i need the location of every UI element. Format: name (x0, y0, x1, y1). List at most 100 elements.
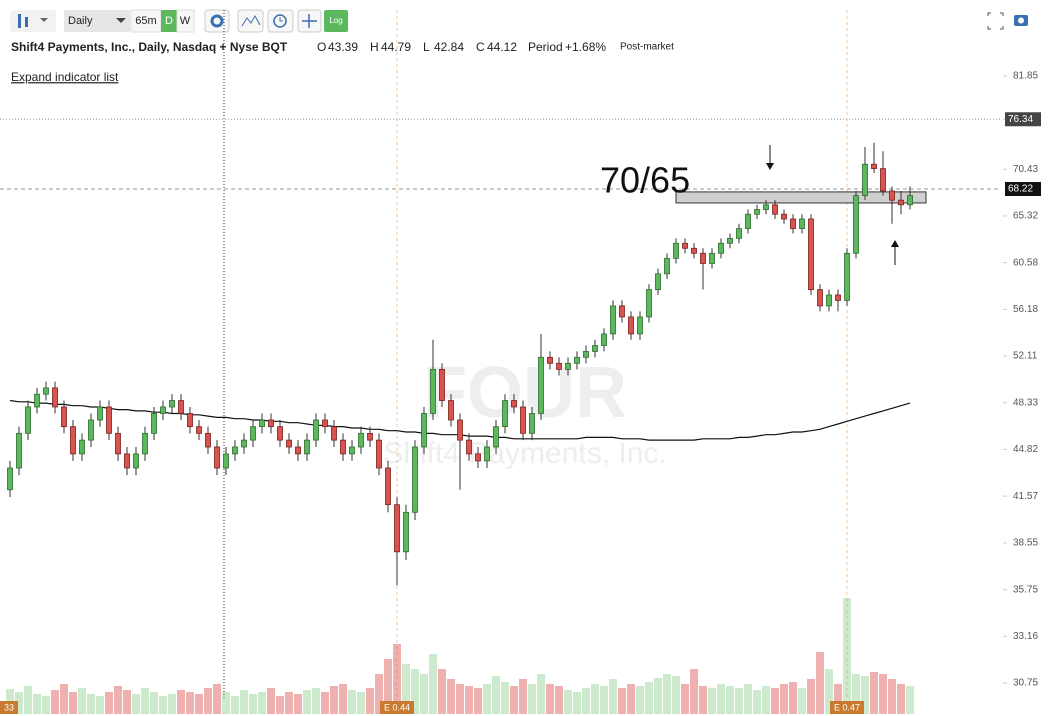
volume-bar (627, 684, 635, 714)
candle-body (853, 195, 859, 254)
earnings-label: E 0.47 (834, 702, 860, 712)
volume-bar (24, 686, 32, 714)
volume-bar (357, 692, 365, 714)
price-tag-label: 76.34 (1008, 114, 1033, 125)
ohlc-value: 43.39 (328, 40, 358, 54)
toolbar: Daily 65m D W Log (10, 9, 1028, 33)
candle-body (466, 439, 472, 455)
candle-body (376, 439, 382, 469)
volume-bar (258, 692, 266, 714)
volume-bar (708, 688, 716, 714)
volume-bar (618, 688, 626, 714)
volume-bar (879, 674, 887, 714)
watermark-name: Shift4 Payments, Inc. (383, 437, 666, 470)
candle-body (844, 252, 850, 301)
volume-bar (177, 690, 185, 714)
y-tick-label: 60.58 (1013, 257, 1038, 268)
annotation-zone (675, 191, 927, 204)
candle-body (655, 273, 661, 291)
candle-body (709, 252, 715, 264)
candle-body (727, 237, 733, 244)
y-tick-label: 81.85 (1013, 71, 1038, 82)
price-tag (1005, 112, 1041, 127)
settings-button[interactable] (204, 9, 230, 33)
volume-bar (312, 688, 320, 714)
candle-body (826, 294, 832, 307)
volume-bar (888, 679, 896, 714)
candle-body (907, 195, 913, 206)
candle-body (7, 467, 13, 491)
candle-body (565, 362, 571, 370)
volume-bar (798, 688, 806, 714)
candle-body (763, 204, 769, 210)
volume-bar (141, 688, 149, 714)
period-button[interactable] (176, 9, 195, 33)
candle-body (673, 242, 679, 259)
candle-body (259, 419, 265, 428)
expand-link[interactable]: Expand indicator list (11, 70, 119, 84)
icon (40, 18, 48, 22)
volume-bar (123, 690, 131, 714)
volume-bar (150, 692, 158, 714)
candle-body (538, 356, 544, 414)
interval-dropdown[interactable] (64, 10, 130, 32)
log-label: Log (329, 16, 342, 25)
crosshair-label: 33 (4, 702, 14, 712)
volume-bar (843, 598, 851, 714)
volume-bar (753, 690, 761, 714)
volume-bar (267, 688, 275, 714)
log-button[interactable] (324, 10, 348, 32)
volume-bar (78, 688, 86, 714)
volume-bar (330, 686, 338, 714)
chart-style-button[interactable] (10, 10, 56, 32)
volume-bar (771, 688, 779, 714)
volume-bar (339, 684, 347, 714)
candle-body (736, 228, 742, 239)
volume-bar (537, 674, 545, 714)
icon (279, 17, 283, 22)
ohlc-legend: O 43.39 H 44.79 L 42.84 C 44.12 (317, 40, 517, 54)
earnings-tag[interactable] (830, 701, 864, 714)
candle-body (322, 419, 328, 428)
price-tag-label: 68.22 (1008, 184, 1033, 195)
candle-body (349, 446, 355, 455)
earnings-tag[interactable] (380, 701, 414, 714)
ohlc-key: O (317, 40, 326, 54)
candle-body (52, 387, 58, 408)
volume-bar (132, 694, 140, 714)
candle-body (790, 218, 796, 229)
candle-body (502, 400, 508, 428)
y-tick-label: 41.57 (1013, 491, 1038, 502)
period-button[interactable] (161, 10, 177, 32)
indicator-button[interactable] (237, 9, 264, 33)
candle-body (664, 257, 670, 275)
candle-body (295, 446, 301, 455)
volume-bar (447, 679, 455, 714)
candle-body (430, 368, 436, 414)
candle-body (808, 218, 814, 291)
candle-body (835, 294, 841, 301)
fullscreen-button[interactable] (987, 12, 1004, 30)
candle-body (862, 163, 868, 196)
earnings-label: E 0.44 (384, 702, 410, 712)
ohlc-key: H (370, 40, 379, 54)
volume-bar (744, 684, 752, 714)
candle-body (871, 163, 877, 170)
candle-body (529, 413, 535, 434)
candle-body (169, 400, 175, 408)
candle-body (646, 289, 652, 318)
period-change: +1.68% (565, 40, 606, 54)
volume-bar (591, 684, 599, 714)
timeframe-label: 65m (135, 15, 156, 27)
candle-body (178, 400, 184, 414)
candle-body (394, 504, 400, 553)
candle-body (214, 446, 220, 469)
candle-body (718, 242, 724, 254)
volume-bar (168, 694, 176, 714)
y-tick-label: 30.75 (1013, 678, 1038, 689)
candle-body (25, 406, 31, 434)
candle-body (817, 289, 823, 307)
y-tick-label: 52.11 (1013, 351, 1038, 362)
candle-body (241, 439, 247, 448)
